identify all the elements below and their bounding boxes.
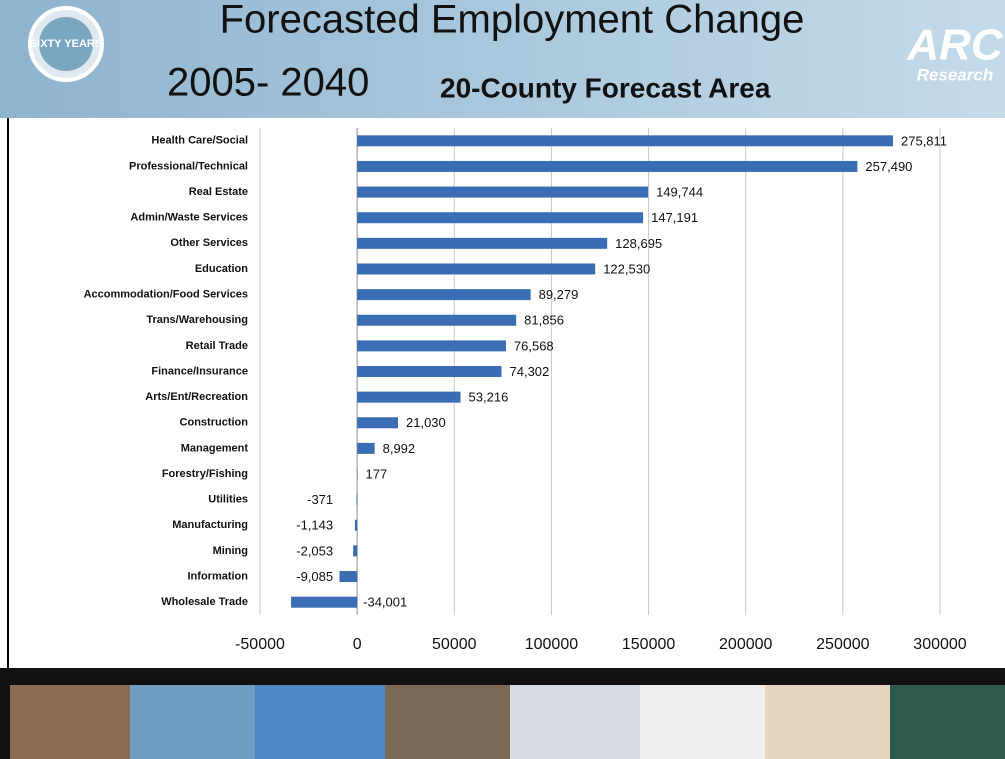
badge-text: SIXTY YEARS [30,38,102,50]
y-tick-label: Construction [180,417,249,429]
value-label: 8,992 [383,441,416,456]
y-tick-label: Manufacturing [172,519,248,531]
y-tick-label: Health Care/Social [151,135,248,147]
bar [357,366,502,377]
bar [354,519,358,531]
value-label: 122,530 [603,261,650,276]
y-tick-label: Admin/Waste Services [130,212,248,224]
period: 2005- 2040 [167,61,369,105]
value-label: 53,216 [469,390,509,405]
y-tick-label: Accommodation/Food Services [84,289,248,301]
value-label: 81,856 [524,313,564,328]
bar [357,314,517,326]
header-band [0,0,1005,118]
bar [357,160,858,172]
bar [356,494,358,506]
photo [510,685,640,759]
bar [357,340,506,352]
value-label: 74,302 [510,364,550,379]
y-tick-label: Finance/Insurance [151,365,248,377]
photo [640,685,765,759]
bar [357,442,375,454]
y-tick-label: Education [195,263,248,275]
photo [765,685,890,759]
bar [357,212,644,224]
value-label: 128,695 [615,236,662,251]
y-tick-label: Information [188,570,249,582]
value-label: 76,568 [514,338,554,353]
chart-subtitle: 20-County Forecast Area [440,72,771,103]
y-tick-label: Real Estate [189,186,248,198]
x-tick-label: -50000 [235,636,285,653]
value-label: -34,001 [363,595,407,610]
value-label: 275,811 [901,133,947,148]
value-label: -2,053 [296,543,333,558]
brand-sub: Research [917,65,994,84]
bar [357,237,608,249]
bar [357,135,894,147]
value-label: -371 [307,492,333,507]
chart-title: Forecasted Employment Change [220,0,805,42]
y-tick-label: Arts/Ent/Recreation [145,391,248,403]
photo [10,685,130,759]
y-tick-label: Utilities [208,494,248,506]
y-tick-label: Management [181,442,249,454]
value-label: 149,744 [656,185,703,200]
value-label: 21,030 [406,415,446,430]
y-tick-label: Wholesale Trade [161,596,248,608]
x-tick-label: 100000 [525,636,578,653]
brand: ARC [906,21,1004,70]
photo [385,685,510,759]
value-label: 89,279 [539,287,579,302]
value-label: -9,085 [296,569,333,584]
value-label: 257,490 [865,159,912,174]
y-tick-label: Forestry/Fishing [162,468,248,480]
value-label: 147,191 [651,210,698,225]
y-tick-label: Professional/Technical [129,160,248,172]
x-tick-label: 50000 [432,636,477,653]
x-tick-label: 150000 [622,636,675,653]
bar [357,417,399,429]
x-tick-label: 200000 [719,636,772,653]
bar [357,289,531,301]
x-tick-label: 250000 [816,636,869,653]
badge-inner [39,17,93,71]
photo [890,685,1005,759]
x-tick-label: 0 [353,636,362,653]
photo [255,685,385,759]
bar [353,545,358,557]
value-label: 177 [365,466,387,481]
bar [291,596,358,608]
y-tick-label: Trans/Warehousing [146,314,248,326]
x-tick-label: 300000 [913,636,966,653]
bar [339,571,358,583]
bar [357,186,649,198]
bar [357,391,461,403]
value-label: -1,143 [296,518,333,533]
y-tick-label: Retail Trade [186,340,248,352]
y-tick-label: Mining [213,545,248,557]
photo [130,685,255,759]
bar [357,263,596,275]
y-tick-label: Other Services [170,237,248,249]
